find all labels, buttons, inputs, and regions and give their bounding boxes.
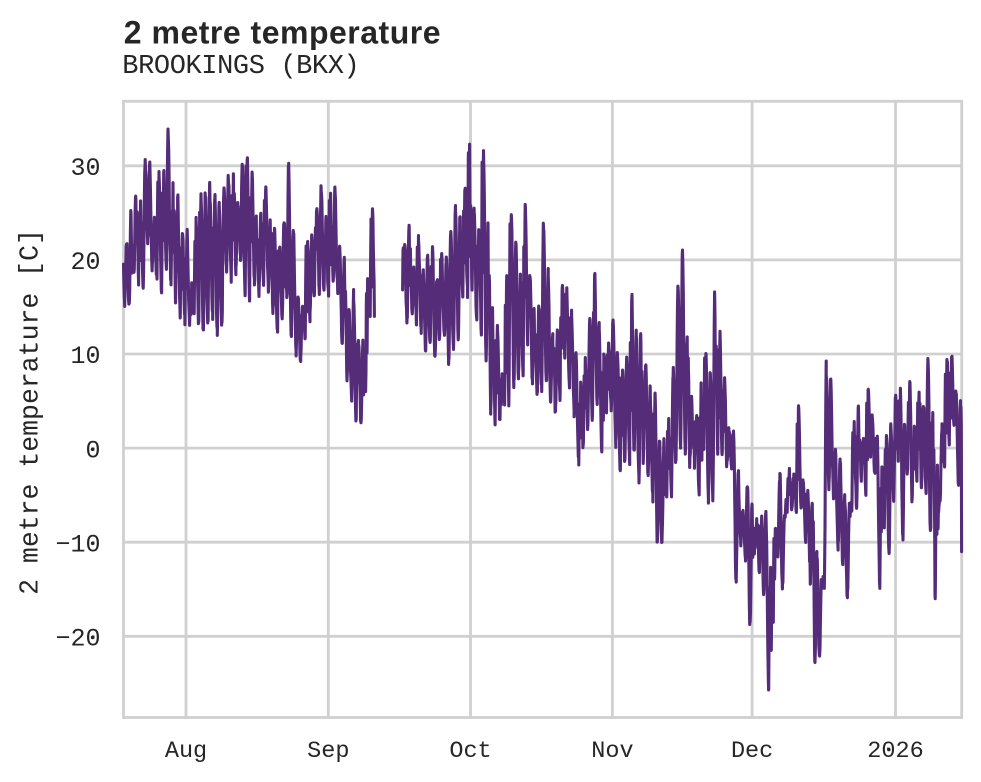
svg-text:Nov: Nov xyxy=(591,738,633,765)
svg-text:Oct: Oct xyxy=(449,738,491,765)
svg-text:−20: −20 xyxy=(55,625,100,654)
svg-text:Sep: Sep xyxy=(307,738,349,765)
svg-text:−10: −10 xyxy=(55,530,100,559)
svg-text:Aug: Aug xyxy=(165,738,207,765)
svg-text:30: 30 xyxy=(70,154,100,183)
svg-text:2 metre temperature [C]: 2 metre temperature [C] xyxy=(16,229,46,595)
svg-text:2026: 2026 xyxy=(867,738,923,765)
svg-text:20: 20 xyxy=(70,248,100,277)
svg-text:2 metre temperature: 2 metre temperature xyxy=(124,15,441,51)
svg-text:BROOKINGS (BKX): BROOKINGS (BKX) xyxy=(122,52,359,82)
svg-text:10: 10 xyxy=(70,342,100,371)
svg-text:Dec: Dec xyxy=(731,738,773,765)
